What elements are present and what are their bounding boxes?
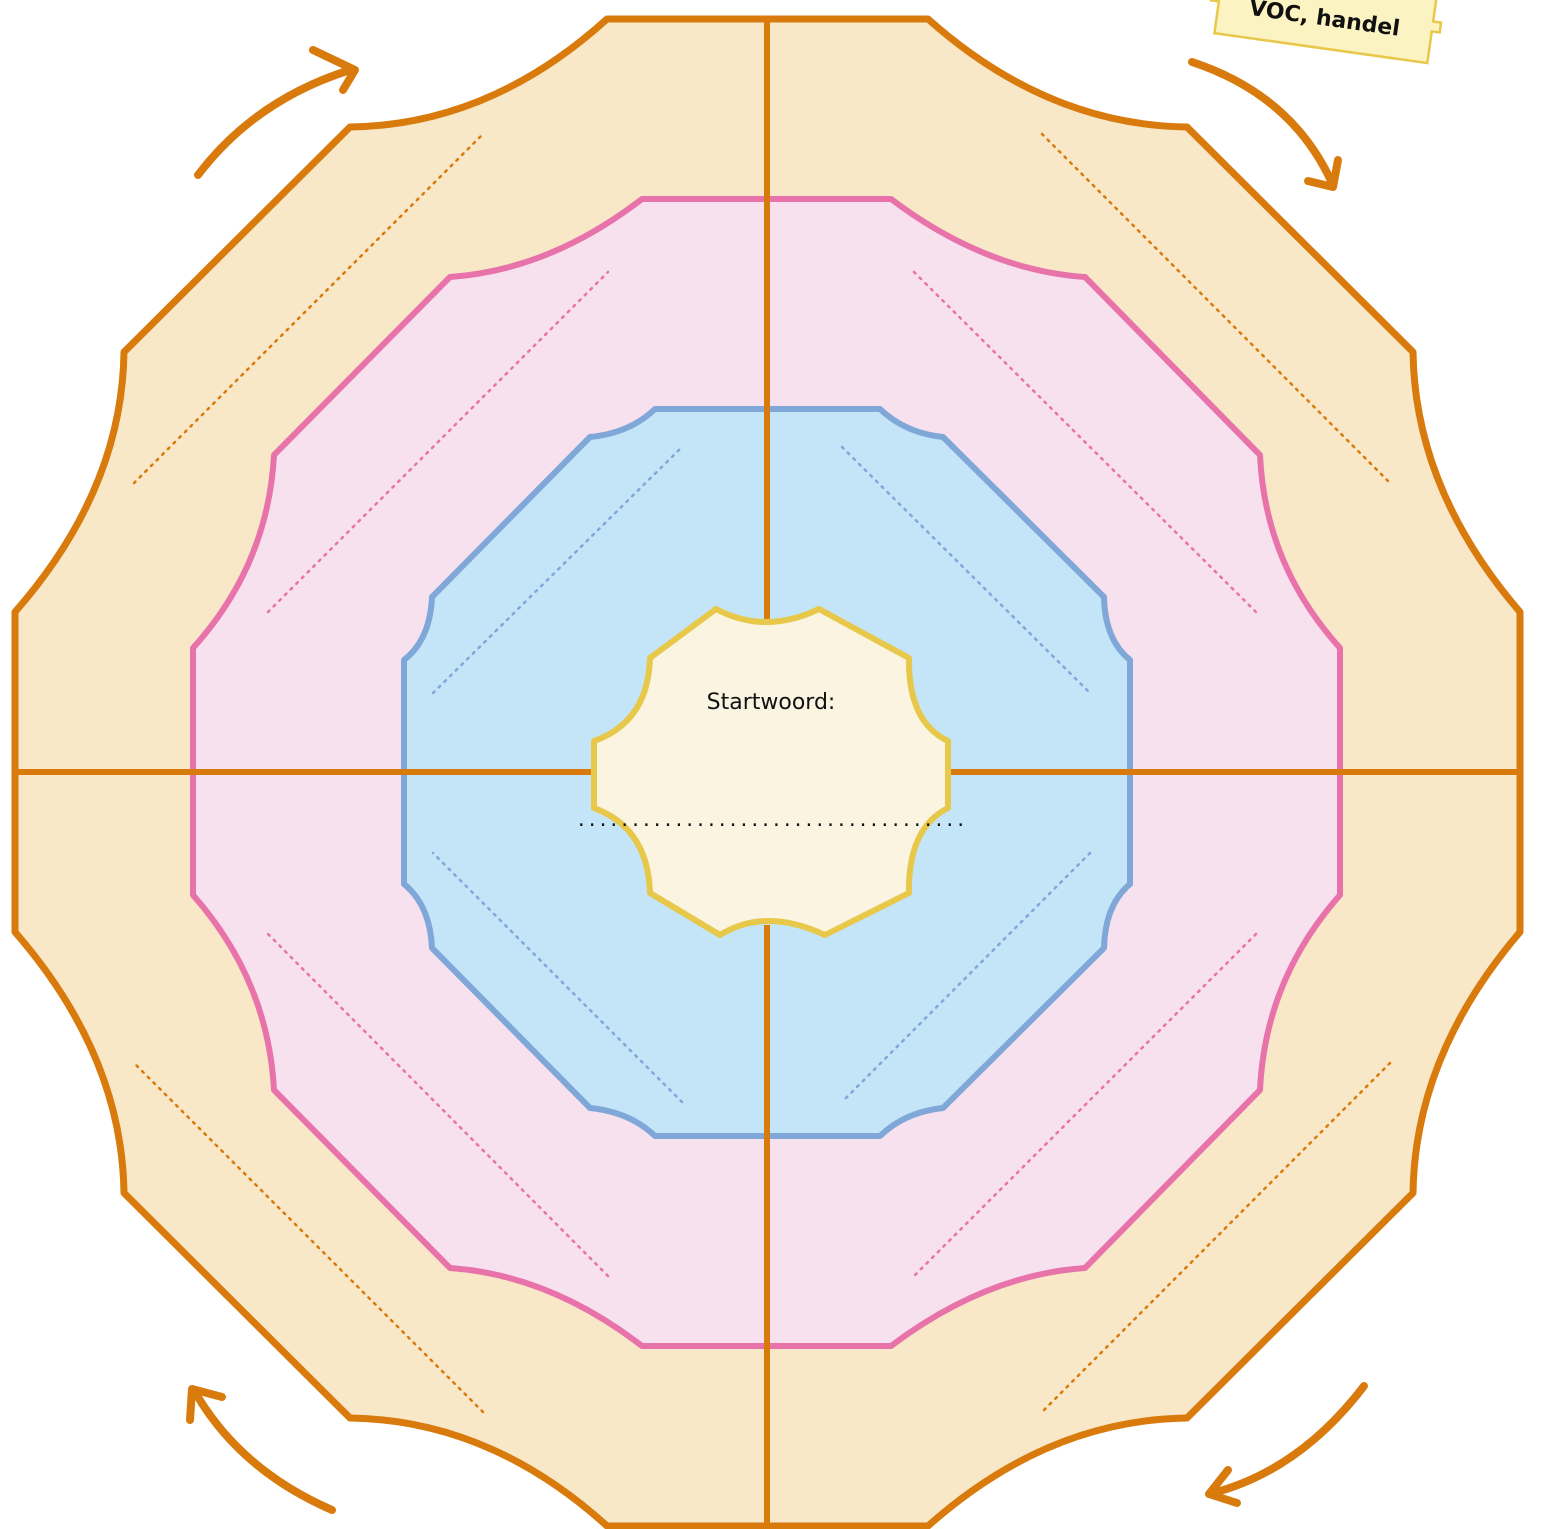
arrow-bottom-right-icon <box>1209 1386 1364 1503</box>
center-box <box>594 609 948 935</box>
arrow-bottom-left-icon <box>190 1389 332 1510</box>
center-label: Startwoord: <box>707 690 836 715</box>
center-answer-line[interactable]: .................................... <box>576 810 966 831</box>
topic-tag: VOC, handel <box>1206 0 1445 64</box>
